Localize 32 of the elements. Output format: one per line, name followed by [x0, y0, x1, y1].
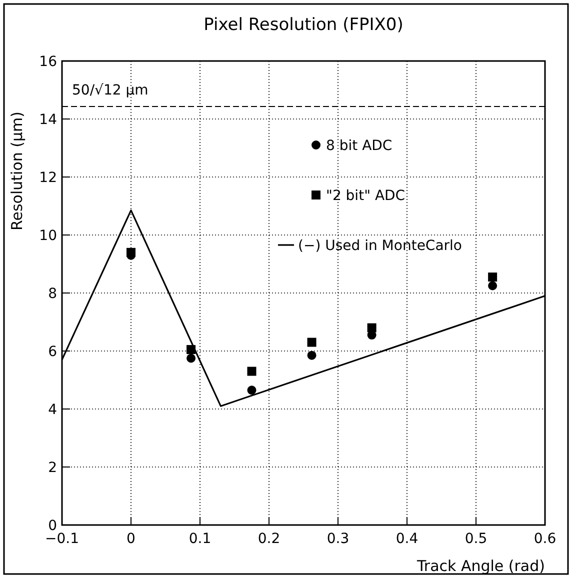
point: [247, 366, 256, 376]
x-tick-label: −0.1: [45, 531, 79, 547]
ref-line-label: 50/√12 μm: [72, 82, 148, 99]
legend-label: (−) Used in MonteCarlo: [298, 238, 462, 254]
point: [186, 345, 196, 354]
point: [186, 354, 196, 363]
point: [488, 281, 498, 290]
point: [307, 338, 316, 347]
point: [307, 350, 316, 360]
point: [247, 386, 256, 395]
y-tick-label: 0: [48, 518, 57, 534]
y-tick-label: 14: [39, 112, 58, 128]
y-axis-title: Resolution (μm): [8, 111, 26, 231]
y-tick-label: 6: [48, 344, 58, 360]
y-tick-label: 2: [48, 460, 57, 476]
x-tick-label: 0.5: [464, 531, 488, 547]
x-tick-label: 0.3: [326, 531, 350, 547]
legend-label: "2 bit" ADC: [326, 188, 406, 204]
x-tick-label: 0.2: [258, 531, 280, 547]
x-tick-label: 0.6: [534, 531, 556, 547]
y-tick-label: 8: [48, 286, 57, 302]
point: [488, 272, 498, 282]
x-tick-label: 0: [126, 531, 136, 547]
x-tick-label: 0.1: [188, 531, 212, 547]
legend-label: 8 bit ADC: [326, 138, 392, 154]
y-tick-label: 16: [39, 54, 58, 70]
x-axis-title: Track Angle (rad): [416, 557, 545, 575]
y-tick-label: 12: [39, 170, 57, 186]
y-tick-label: 4: [48, 402, 58, 418]
chart-title: Pixel Resolution (FPIX0): [204, 15, 404, 35]
x-tick-label: 0.4: [396, 531, 418, 547]
y-tick-label: 10: [39, 228, 57, 244]
